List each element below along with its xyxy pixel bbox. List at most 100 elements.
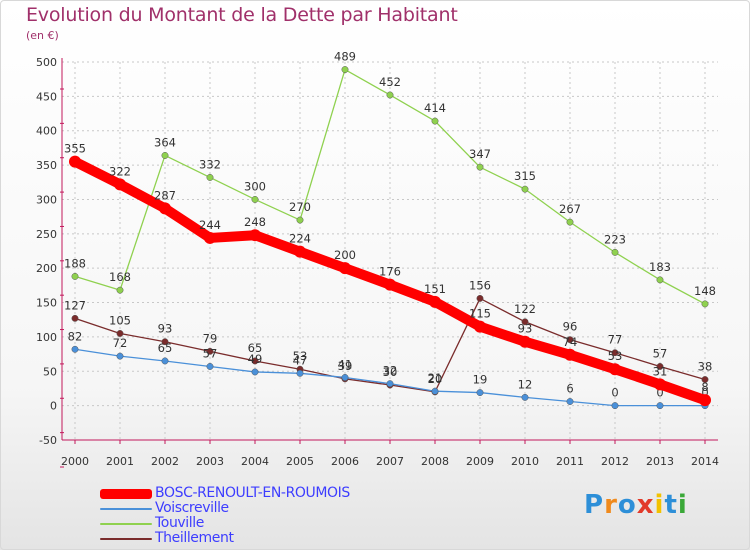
data-point (476, 294, 484, 302)
data-point (701, 376, 709, 383)
data-point (249, 229, 261, 242)
data-label: 53 (608, 349, 623, 363)
data-label: 30 (383, 365, 398, 379)
data-label: 300 (244, 179, 266, 193)
data-label: 244 (199, 218, 221, 232)
data-label: 53 (293, 349, 308, 363)
data-point (116, 286, 124, 294)
data-point (386, 380, 394, 388)
data-point (521, 185, 529, 193)
x-tick-label: 2011 (556, 455, 584, 468)
data-label: 47 (293, 353, 308, 367)
x-tick-label: 2001 (106, 455, 134, 468)
y-tick-label: -50 (39, 434, 57, 447)
data-point (71, 314, 79, 322)
data-label: 41 (338, 357, 353, 371)
data-label: 315 (514, 169, 536, 183)
data-label: 21 (428, 371, 443, 385)
series-theillement: 127 105 93 79 65 53 39 30 20 156 122 96 77 57 38 (64, 278, 713, 396)
data-point (611, 248, 619, 256)
x-tick-label: 2013 (646, 455, 674, 468)
logo-letter: o (617, 490, 637, 520)
data-label: 6 (566, 382, 573, 396)
data-point (429, 295, 441, 308)
data-point (206, 174, 214, 181)
data-label: 489 (334, 50, 356, 64)
legend-label-bosc: BOSC-RENOULT-EN-ROUMOIS (155, 485, 350, 501)
data-point (386, 91, 394, 99)
data-label: 414 (424, 101, 446, 115)
logo-letter: r (604, 490, 618, 520)
data-label: 74 (563, 335, 578, 349)
y-tick-label: 200 (36, 262, 57, 275)
y-tick-label: 450 (36, 90, 57, 103)
data-label: 270 (289, 200, 311, 214)
y-tick-label: 250 (36, 228, 57, 241)
legend-swatch-touville (100, 522, 152, 525)
legend-swatch-theillement (100, 537, 152, 540)
data-label: 57 (653, 346, 668, 360)
data-point (431, 117, 439, 125)
data-label: 332 (199, 157, 221, 171)
data-label: 148 (694, 284, 716, 298)
data-point (251, 368, 259, 376)
data-point (341, 374, 349, 381)
data-point (701, 300, 709, 308)
data-point (474, 320, 486, 333)
data-label: 183 (649, 260, 671, 274)
data-label: 223 (604, 232, 626, 246)
data-label: 168 (109, 270, 131, 284)
chart-unit: (en €) (26, 29, 59, 42)
data-label: 0 (611, 386, 618, 400)
data-point (204, 231, 216, 244)
data-point (654, 378, 666, 391)
data-label: 364 (154, 135, 176, 149)
data-label: 151 (424, 282, 446, 296)
proxiti-logo: Proxiti (584, 490, 688, 520)
y-tick-label: 150 (36, 297, 57, 310)
data-point (611, 349, 619, 357)
data-point (69, 155, 81, 168)
data-label: 93 (158, 322, 173, 336)
data-point (521, 393, 529, 401)
data-label: 248 (244, 215, 266, 229)
y-tick-label: 300 (36, 193, 57, 206)
data-label: 57 (203, 346, 218, 360)
data-label: 65 (158, 341, 173, 355)
data-label: 0 (656, 386, 663, 400)
legend-label-theillement: Theillement (155, 530, 234, 546)
data-label: 355 (64, 142, 86, 156)
data-label: 12 (518, 377, 533, 391)
y-tick-label: 400 (36, 125, 57, 138)
logo-letter: t (664, 490, 678, 520)
series-voiscreville: 82 72 65 57 49 47 41 32 21 19 12 6 0 0 0 (68, 329, 709, 410)
data-label: 38 (698, 360, 713, 374)
data-label: 287 (154, 188, 176, 202)
x-tick-label: 2000 (61, 455, 89, 468)
data-point (206, 347, 214, 355)
data-point (296, 216, 304, 224)
data-label: 49 (248, 352, 263, 366)
data-point (161, 152, 169, 159)
data-point (296, 369, 304, 377)
x-tick-label: 2003 (196, 455, 224, 468)
data-point (251, 357, 259, 365)
data-point (206, 363, 214, 370)
data-point (519, 335, 531, 348)
data-point (384, 278, 396, 291)
data-label: 65 (248, 341, 263, 355)
logo-letter: i (677, 490, 688, 520)
data-point (566, 398, 574, 405)
data-label: 122 (514, 302, 536, 316)
y-tick-label: 0 (50, 400, 57, 413)
x-tick-label: 2014 (691, 455, 719, 468)
data-label: 93 (518, 322, 533, 336)
x-tick-label: 2008 (421, 455, 449, 468)
data-label: 176 (379, 265, 401, 279)
legend-swatch-voiscreville (100, 507, 152, 510)
data-point (116, 330, 124, 337)
data-point (611, 402, 619, 410)
data-point (339, 262, 351, 275)
data-label: 188 (64, 256, 86, 270)
